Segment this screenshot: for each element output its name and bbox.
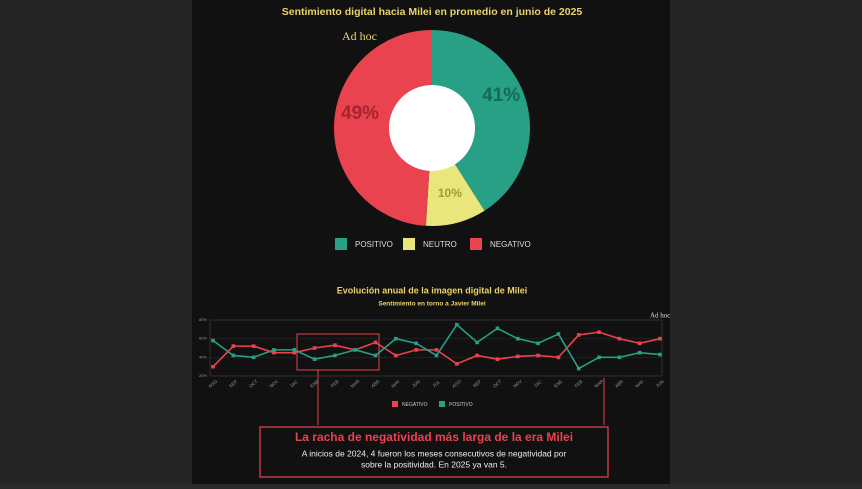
annotation-box — [259, 426, 609, 478]
point — [211, 364, 215, 369]
point — [658, 352, 662, 357]
point — [312, 357, 317, 361]
point — [292, 348, 297, 352]
x-tick-label: FEB — [574, 379, 584, 388]
value-label: 49% — [341, 103, 379, 124]
legend-label: NEGATIVO — [490, 240, 531, 249]
point — [597, 355, 601, 360]
point — [556, 355, 561, 360]
point — [475, 340, 479, 345]
x-tick-label: DIC — [289, 379, 299, 388]
point — [251, 344, 256, 348]
point — [251, 355, 256, 360]
legend-label: POSITIVO — [355, 240, 393, 249]
legend-label: NEUTRO — [423, 240, 457, 249]
point — [536, 341, 540, 346]
legend-swatch — [439, 401, 445, 407]
x-tick-label: ENE — [553, 379, 563, 389]
point — [292, 350, 297, 355]
pie-title: Sentimiento digital hacia Milei en prome… — [282, 6, 583, 18]
point — [617, 336, 622, 341]
point — [597, 330, 601, 334]
y-tick-label: 60% — [199, 336, 207, 341]
point — [495, 357, 500, 361]
x-tick-label: SEP — [472, 379, 482, 389]
y-tick-label: 80% — [199, 317, 207, 322]
point — [556, 332, 561, 336]
x-tick-label: MAY — [390, 379, 400, 389]
point — [394, 336, 398, 341]
x-tick-label: JUN — [655, 379, 665, 388]
point — [434, 353, 439, 358]
point — [272, 350, 276, 355]
point — [272, 348, 276, 352]
y-tick-label: 40% — [199, 354, 207, 359]
x-tick-label: DIC — [533, 379, 543, 388]
point — [536, 353, 540, 358]
x-tick-label: MAY — [634, 379, 644, 389]
point — [617, 355, 622, 360]
x-tick-label: AGO — [207, 378, 218, 389]
x-tick-label: OCT — [492, 379, 503, 389]
point — [515, 354, 520, 359]
point — [414, 348, 418, 352]
point — [495, 326, 500, 331]
logo: Ad hoc — [650, 312, 670, 320]
x-tick-label: JUN — [411, 379, 421, 388]
value-label: 41% — [482, 85, 520, 106]
x-tick-label: MAR — [350, 378, 361, 389]
legend-swatch — [403, 238, 415, 250]
x-tick-label: MAR — [593, 378, 604, 389]
point — [333, 353, 337, 358]
x-tick-label: ABR — [370, 378, 381, 388]
point — [455, 362, 459, 366]
legend-label: NEGATIVO — [402, 402, 428, 408]
point — [333, 343, 337, 347]
point — [211, 338, 215, 343]
value-label: 10% — [438, 186, 462, 200]
legend-swatch — [392, 401, 398, 407]
point — [576, 366, 581, 371]
point — [373, 340, 378, 345]
annotation-text: A inicios de 2024, 4 fueron los meses co… — [302, 448, 567, 458]
x-tick-label: JUL — [432, 379, 442, 388]
legend-label: POSITIVO — [449, 402, 473, 408]
x-tick-label: NOV — [268, 379, 279, 389]
x-tick-label: OCT — [248, 379, 259, 389]
annotation-text: sobre la positividad. En 2025 ya van 5. — [361, 459, 507, 469]
x-tick-label: AGO — [451, 378, 462, 389]
point — [658, 336, 662, 341]
point — [637, 341, 642, 346]
point — [434, 348, 439, 352]
point — [455, 322, 459, 327]
line-subtitle: Sentimiento en torno a Javier Milei — [378, 301, 485, 308]
point — [231, 353, 236, 358]
line-title: Evolución anual de la imagen digital de … — [337, 285, 528, 295]
x-tick-label: SEP — [228, 379, 238, 389]
x-tick-label: ENE — [309, 379, 319, 389]
logo: Ad hoc — [342, 29, 377, 43]
x-tick-label: ABR — [614, 378, 625, 388]
point — [353, 348, 358, 352]
x-tick-label: NOV — [512, 379, 523, 389]
pie-slice — [432, 30, 530, 211]
x-tick-label: FEB — [330, 379, 340, 388]
point — [515, 336, 520, 341]
legend-swatch — [470, 238, 482, 250]
pie-slice — [334, 30, 432, 226]
point — [475, 353, 479, 358]
donut-hole — [389, 85, 475, 171]
point — [576, 333, 581, 337]
point — [637, 350, 642, 355]
point — [414, 341, 418, 346]
point — [373, 353, 378, 358]
annotation-title: La racha de negatividad más larga de la … — [295, 430, 573, 444]
legend-swatch — [335, 238, 347, 250]
point — [231, 344, 236, 348]
point — [312, 346, 317, 350]
y-tick-label: 20% — [199, 373, 207, 378]
point — [394, 353, 398, 358]
